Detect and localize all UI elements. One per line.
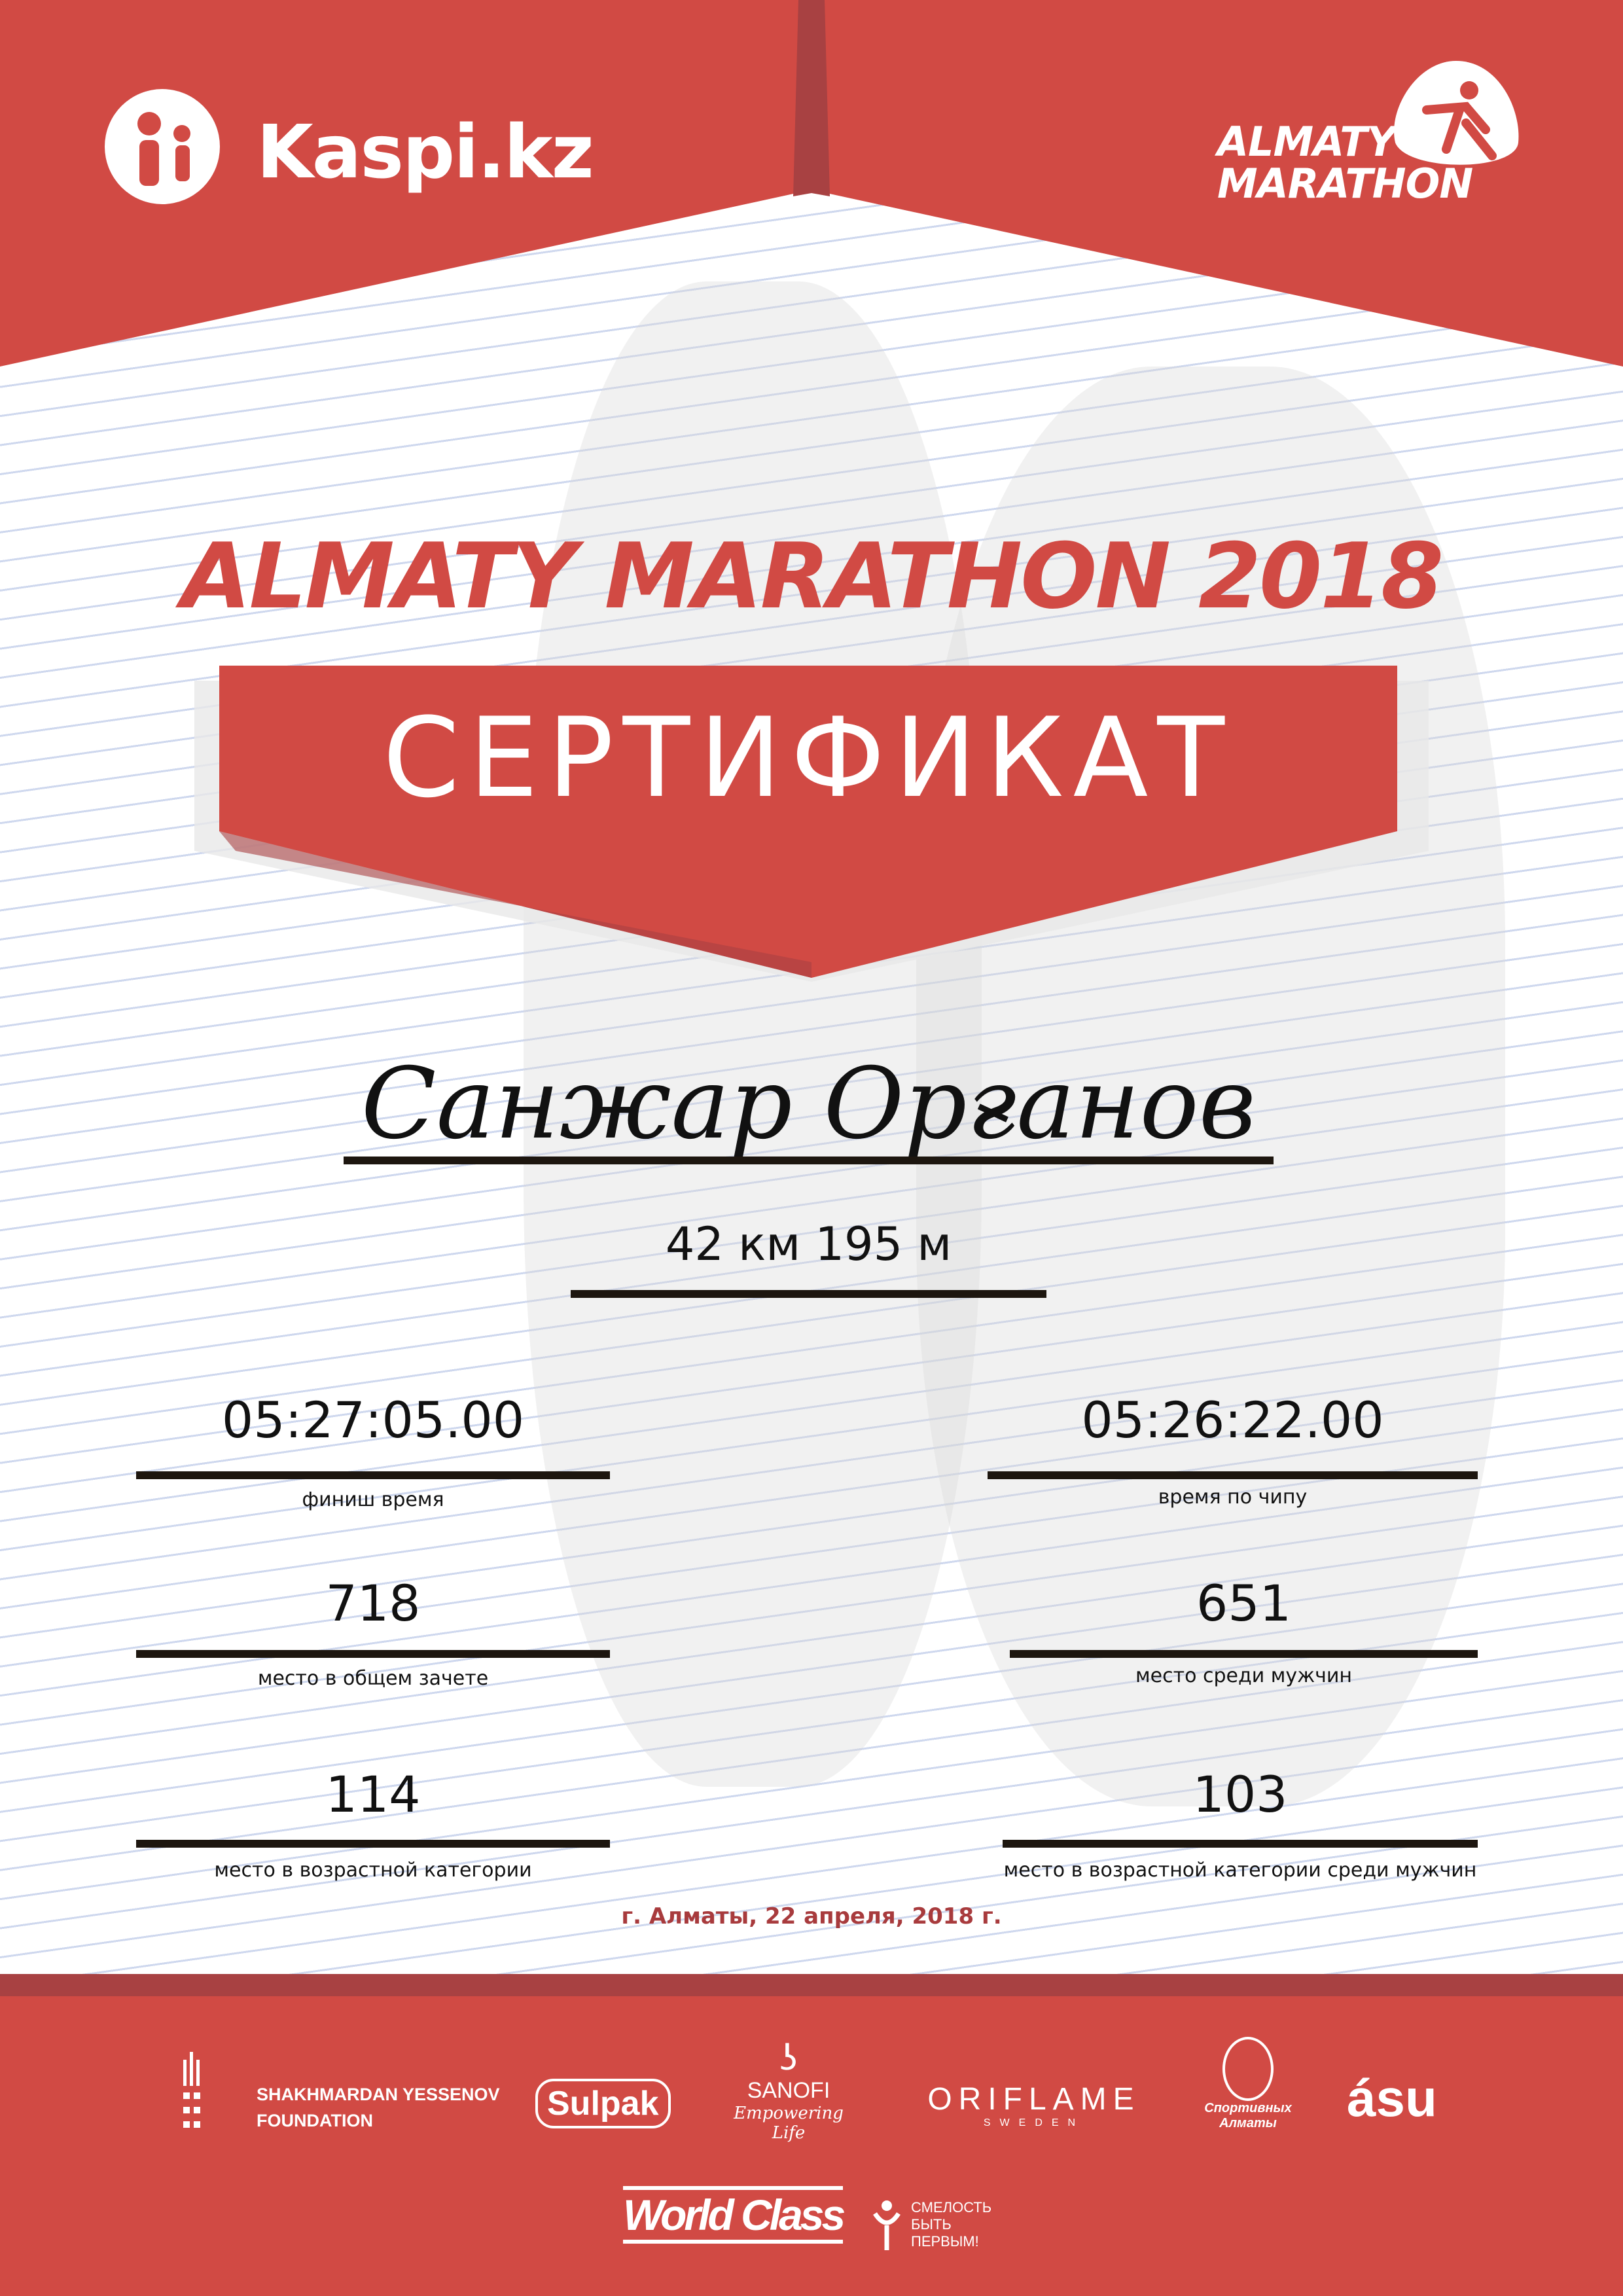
smelost-figure-icon — [873, 2200, 901, 2250]
yessenov-line-1: SHAKHMARDAN YESSENOV — [257, 2085, 500, 2104]
smelost-logo — [867, 2179, 906, 2254]
certificate-heading: СЕРТИФИКАТ — [382, 694, 1234, 822]
chip-time-label: время по чипу — [1158, 1486, 1308, 1509]
sponsors-footer — [0, 1996, 1623, 2296]
gender-place-line — [1010, 1650, 1478, 1658]
distance: 42 км 195 м — [665, 1217, 952, 1271]
oriflame-name: ORIFLAME — [927, 2082, 1141, 2117]
yessenov-text: SHAKHMARDAN YESSENOV FOUNDATION — [257, 2081, 500, 2134]
yessenov-line-2: FOUNDATION — [257, 2111, 373, 2130]
finish-time-label: финиш время — [302, 1488, 444, 1511]
overall-place-line — [136, 1650, 610, 1658]
sport-almaty-line-2: Алматы — [1219, 2116, 1277, 2130]
sulpak-logo: Sulpak — [535, 2079, 671, 2128]
overall-place-value: 718 — [325, 1574, 421, 1632]
age-gender-place-value: 103 — [1192, 1765, 1288, 1823]
kaspi-logo — [97, 88, 228, 208]
age-place-label: место в возрастной категории — [214, 1859, 532, 1882]
name-underline — [344, 1157, 1274, 1164]
sanofi-name: SANOFI — [747, 2078, 830, 2103]
smelost-text: СМЕЛОСТЬ БЫТЬ ПЕРВЫМ! — [911, 2199, 991, 2250]
age-place-value: 114 — [325, 1765, 421, 1823]
logo-line-2: MARATHON — [1217, 160, 1473, 207]
worldclass-logo: World Class — [623, 2186, 846, 2244]
smelost-line-2: БЫТЬ — [911, 2216, 952, 2233]
smelost-line-1: СМЕЛОСТЬ — [911, 2199, 992, 2215]
distance-underline — [571, 1290, 1046, 1298]
logo-line-1: ALMATY — [1217, 118, 1396, 166]
event-title: ALMATY MARATHON 2018 — [181, 524, 1444, 629]
age-place-line — [136, 1840, 610, 1848]
oriflame-sweden: SWEDEN — [983, 2117, 1085, 2128]
runner-photo-man — [524, 281, 982, 1787]
finish-time-value: 05:27:05.00 — [221, 1391, 525, 1449]
gender-place-value: 651 — [1196, 1574, 1292, 1632]
almaty-marathon-logo-icon — [1387, 58, 1525, 178]
issue-date: г. Алматы, 22 апреля, 2018 г. — [621, 1903, 1002, 1929]
sport-almaty-emblem-icon — [1222, 2037, 1274, 2101]
chip-time-line — [988, 1471, 1478, 1479]
sanofi-tagline: Empowering Life — [734, 2104, 844, 2143]
oriflame-logo: ORIFLAME SWEDEN — [924, 2081, 1144, 2129]
sport-almaty-logo: Спортивных Алматы — [1199, 2037, 1297, 2131]
kaspi-logo-text: Kaspi.kz — [257, 110, 594, 195]
finish-time-line — [136, 1471, 610, 1479]
participant-name: Санжар Орғанов — [361, 1047, 1257, 1161]
footer-divider — [0, 1974, 1623, 1996]
gender-place-label: место среди мужчин — [1135, 1664, 1352, 1687]
yessenov-bars-icon — [183, 2052, 200, 2128]
chip-time-value: 05:26:22.00 — [1081, 1391, 1384, 1449]
overall-place-label: место в общем зачете — [257, 1667, 489, 1690]
runner-photo-woman — [916, 367, 1505, 1806]
sport-almaty-line-1: Спортивных — [1204, 2101, 1292, 2115]
almaty-marathon-logo-text: ALMATY MARATHON — [1217, 118, 1473, 207]
sanofi-logo: ʖ SANOFI Empowering Life — [726, 2037, 851, 2144]
age-gender-place-line — [1003, 1840, 1478, 1848]
age-gender-place-label: место в возрастной категории среди мужчи… — [1003, 1859, 1477, 1882]
sanofi-bird-icon: ʖ — [779, 2037, 798, 2079]
asu-logo: ásu — [1347, 2069, 1437, 2127]
yessenov-logo — [182, 2052, 224, 2133]
smelost-line-3: ПЕРВЫМ! — [911, 2233, 979, 2250]
